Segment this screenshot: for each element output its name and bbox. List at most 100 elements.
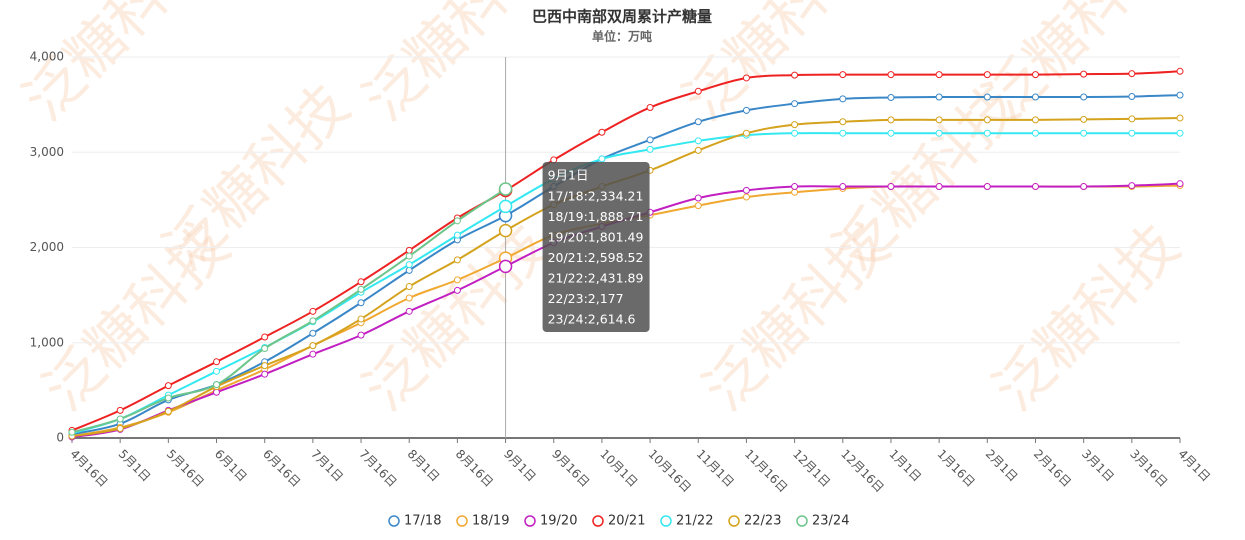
- data-point: [694, 202, 702, 210]
- data-point: [983, 183, 991, 191]
- x-tick-label: 6月1日: [212, 447, 250, 485]
- data-point: [646, 145, 654, 153]
- data-point: [742, 74, 750, 82]
- x-tick-label: 2月1日: [983, 447, 1021, 485]
- y-tick-label: 3,000: [30, 145, 64, 159]
- data-point: [694, 194, 702, 202]
- data-point: [498, 199, 513, 214]
- data-point: [1031, 116, 1039, 124]
- tooltip-line: 18/19:1,888.71: [548, 209, 644, 224]
- x-tick-label: 5月16日: [164, 447, 207, 490]
- data-point: [887, 93, 895, 101]
- data-point: [261, 370, 269, 378]
- x-tick-label: 7月16日: [356, 447, 399, 490]
- series-line: [71, 132, 1180, 435]
- tooltip-title: 9月1日: [548, 168, 589, 183]
- watermark: 泛糖科技: [820, 72, 1032, 284]
- watermark: 泛糖科技: [980, 212, 1192, 424]
- data-point: [68, 428, 76, 436]
- chart-title: 巴西中南部双周累计产糖量: [532, 8, 712, 26]
- series-line: [71, 188, 507, 434]
- data-point: [983, 129, 991, 137]
- data-point: [598, 155, 606, 163]
- x-tick-label: 4月1日: [1175, 447, 1213, 485]
- data-point: [453, 276, 461, 284]
- data-point: [550, 156, 558, 164]
- data-point: [164, 382, 172, 390]
- data-point: [405, 307, 413, 315]
- tooltip-line: 19/20:1,801.49: [548, 230, 644, 245]
- data-point: [116, 424, 124, 432]
- data-point: [213, 367, 221, 375]
- data-point: [405, 266, 413, 274]
- data-point: [935, 116, 943, 124]
- legend-label: 20/21: [608, 514, 645, 529]
- data-point: [357, 331, 365, 339]
- data-point: [839, 71, 847, 79]
- data-point: [694, 137, 702, 145]
- x-tick-label: 7月1日: [308, 447, 346, 485]
- data-point: [791, 121, 799, 129]
- x-tick-label: 4月16日: [67, 447, 110, 490]
- legend-label: 21/22: [676, 514, 713, 529]
- x-tick-label: 9月16日: [549, 447, 592, 490]
- x-tick-label: 5月1日: [116, 447, 154, 485]
- y-tick-label: 1,000: [30, 335, 64, 349]
- y-tick-label: 0: [56, 431, 64, 445]
- data-point: [261, 333, 269, 341]
- data-point: [983, 93, 991, 101]
- x-tick-label: 8月16日: [453, 447, 496, 490]
- data-point: [791, 188, 799, 196]
- data-point: [261, 344, 269, 352]
- data-point: [1080, 183, 1088, 191]
- data-point: [309, 307, 317, 315]
- data-point: [791, 129, 799, 137]
- data-point: [1080, 70, 1088, 78]
- series-line: [71, 70, 1181, 432]
- x-tick-label: 11月16日: [742, 447, 790, 495]
- data-point: [742, 106, 750, 114]
- data-point: [791, 100, 799, 108]
- data-point: [405, 283, 413, 291]
- data-point: [1176, 91, 1184, 99]
- data-point: [357, 315, 365, 323]
- data-point: [453, 231, 461, 239]
- data-point: [887, 129, 895, 137]
- legend-label: 19/20: [540, 514, 577, 529]
- x-tick-label: 3月16日: [1127, 447, 1170, 490]
- data-point: [694, 146, 702, 154]
- x-tick-label: 12月16日: [838, 447, 886, 495]
- x-tick-label: 10月1日: [597, 447, 640, 490]
- data-point: [791, 183, 799, 191]
- data-point: [1031, 93, 1039, 101]
- data-point: [405, 246, 413, 254]
- data-point: [164, 394, 172, 402]
- legend-marker: [728, 515, 740, 527]
- tooltip-line: 22/23:2,177: [548, 291, 624, 306]
- tooltip-line: 23/24:2,614.6: [548, 312, 636, 327]
- data-point: [1128, 129, 1136, 137]
- data-point: [309, 342, 317, 350]
- data-point: [357, 299, 365, 307]
- data-point: [116, 406, 124, 414]
- data-point: [598, 128, 606, 136]
- data-point: [887, 183, 895, 191]
- legend-label: 23/24: [812, 514, 849, 529]
- x-tick-label: 2月16日: [1031, 447, 1074, 490]
- chart-subtitle: 单位：万吨: [592, 29, 652, 44]
- data-point: [1080, 115, 1088, 123]
- data-point: [694, 87, 702, 95]
- data-point: [213, 381, 221, 389]
- data-point: [453, 256, 461, 264]
- tooltip-line: 21/22:2,431.89: [548, 271, 644, 286]
- data-point: [1031, 129, 1039, 137]
- data-point: [887, 71, 895, 79]
- legend-label: 17/18: [404, 514, 441, 529]
- watermark: 泛糖科技: [350, 212, 562, 424]
- data-point: [839, 118, 847, 126]
- data-point: [983, 116, 991, 124]
- data-point: [498, 259, 513, 274]
- x-tick-label: 10月16日: [645, 447, 693, 495]
- data-point: [1031, 71, 1039, 79]
- data-point: [694, 118, 702, 126]
